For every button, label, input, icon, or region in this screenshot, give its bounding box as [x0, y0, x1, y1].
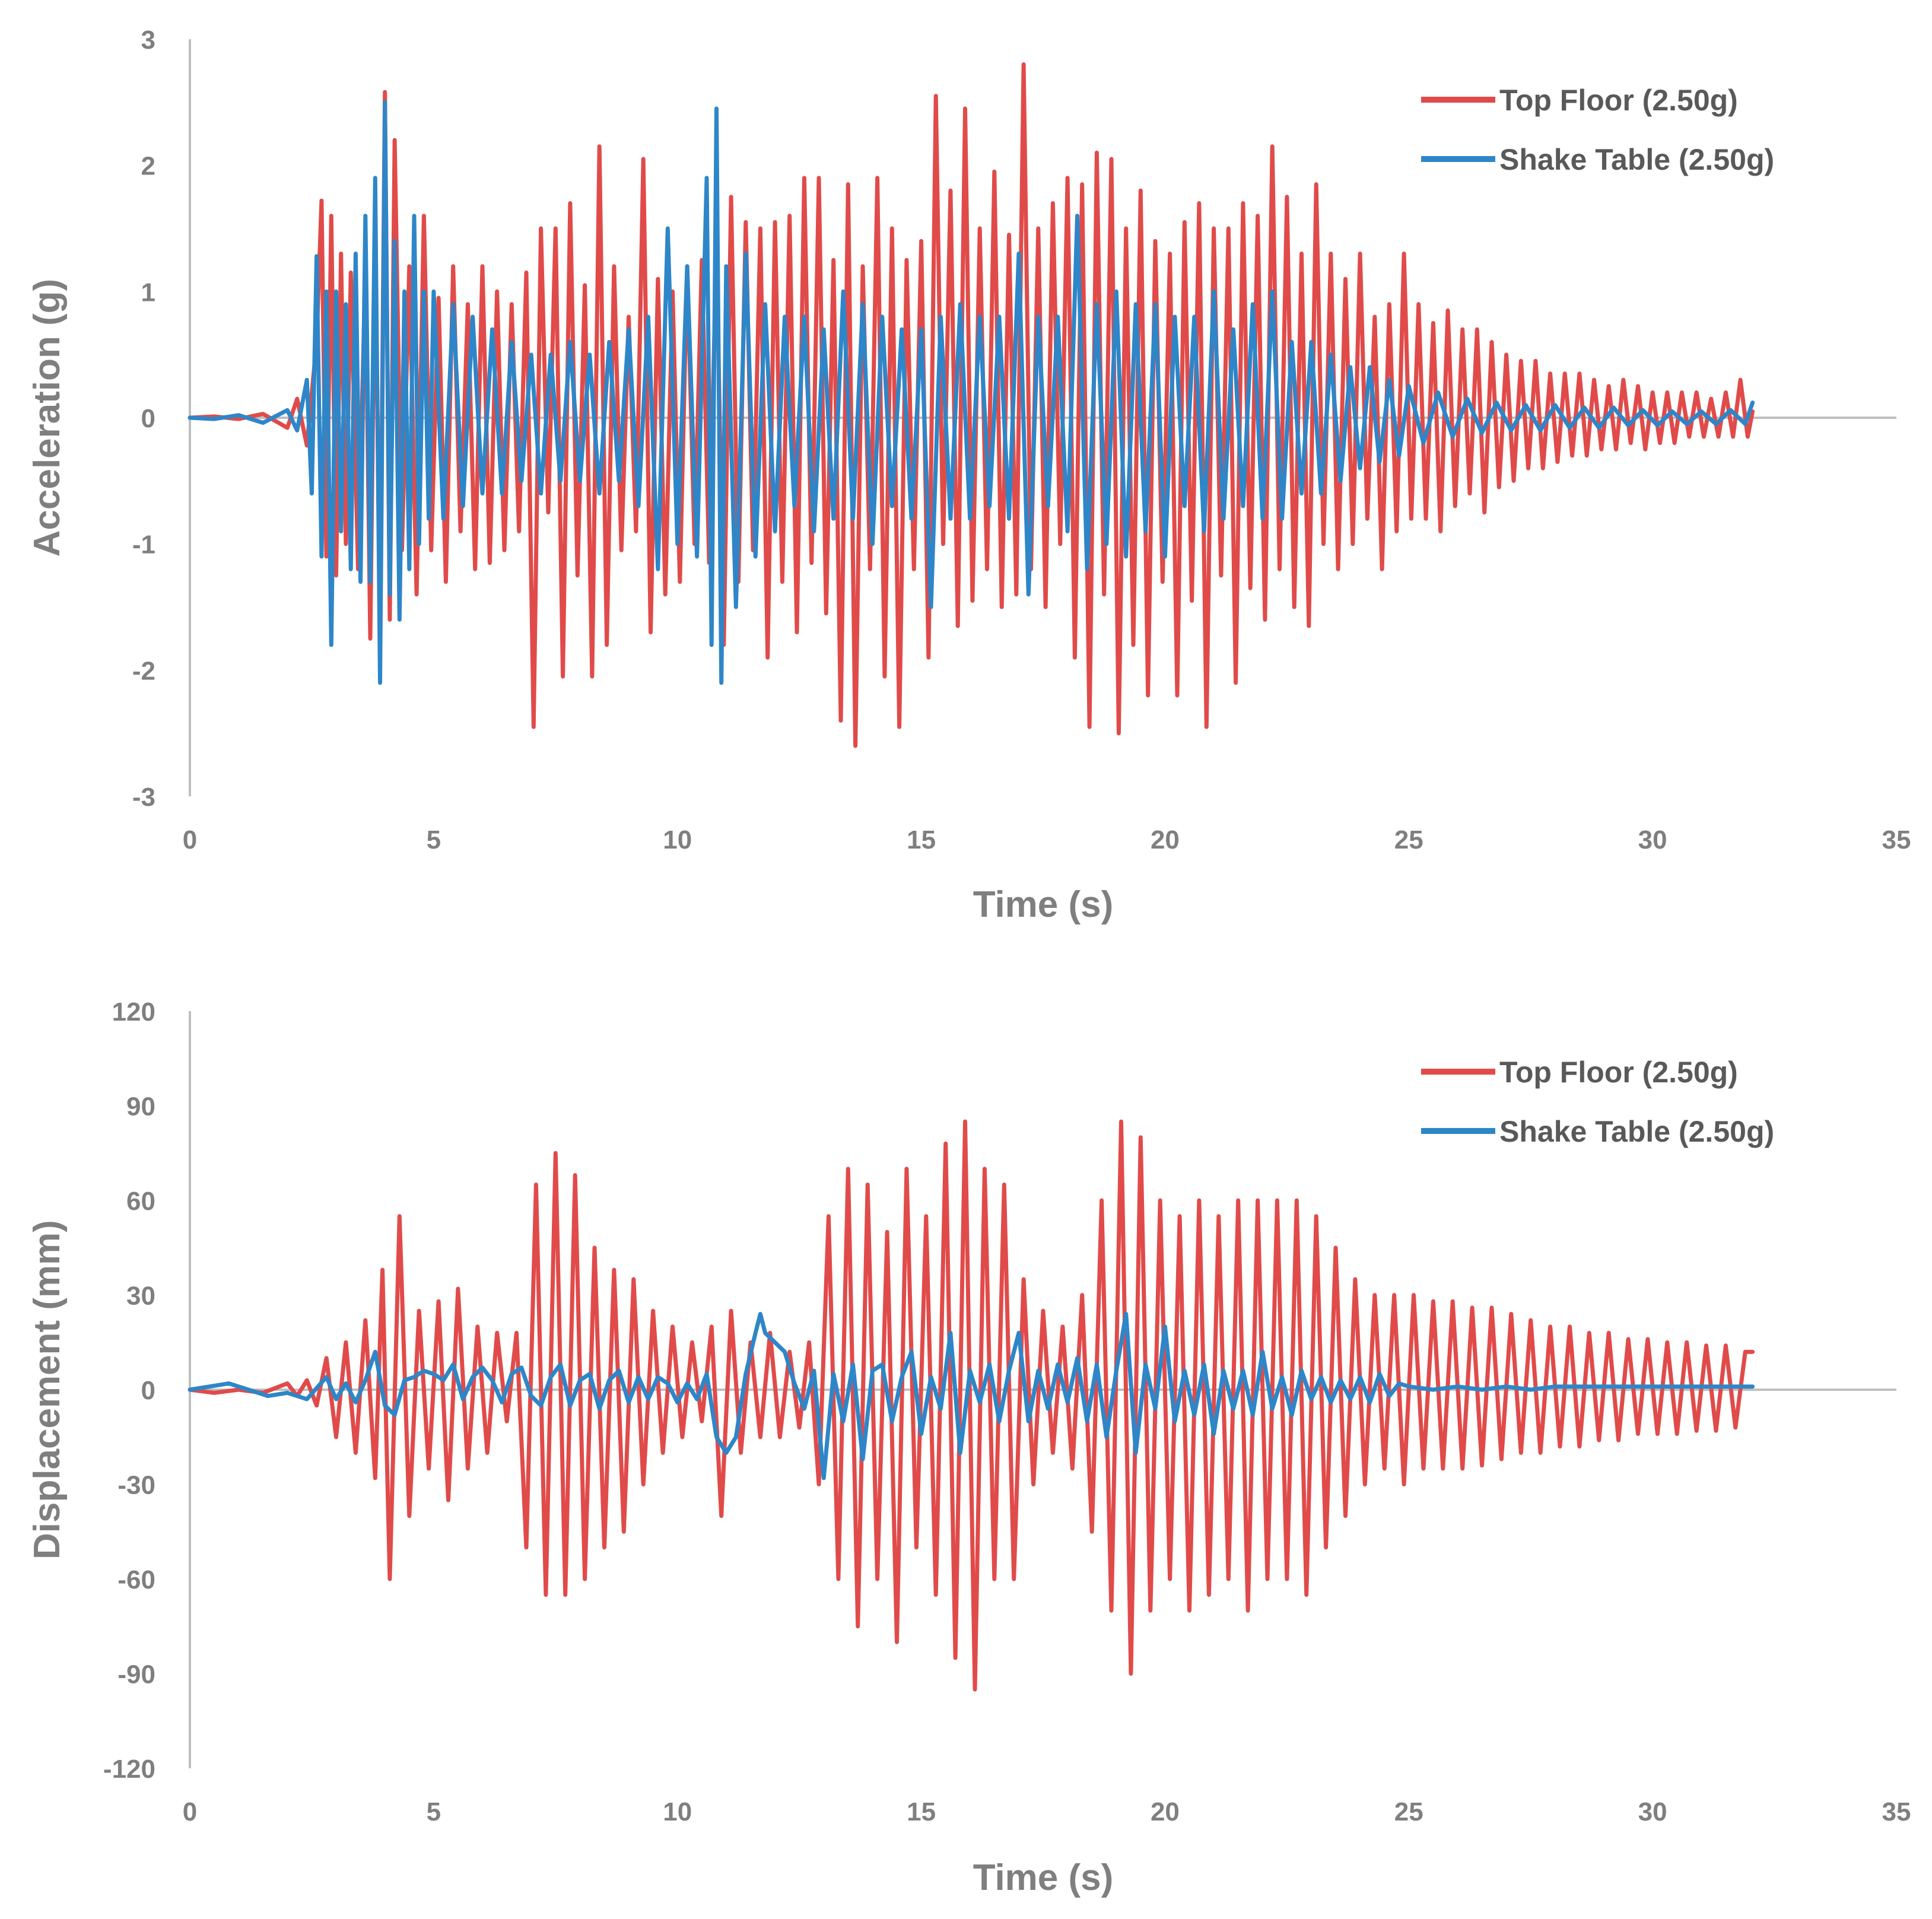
x-tick-label: 35 — [1882, 1797, 1911, 1826]
x-tick-label: 5 — [427, 825, 441, 854]
y-tick-label: -120 — [103, 1755, 155, 1784]
y-tick-label: -90 — [117, 1660, 155, 1689]
displacement-x-tick-labels: 0 5 10 15 20 25 30 35 — [183, 1797, 1911, 1826]
x-tick-label: 10 — [663, 825, 692, 854]
acceleration-x-axis-title: Time (s) — [973, 884, 1114, 925]
x-tick-label: 25 — [1394, 1797, 1423, 1826]
y-tick-label: 90 — [126, 1092, 155, 1121]
y-tick-label: -2 — [132, 656, 155, 685]
legend-label-shake-table: Shake Table (2.50g) — [1499, 1115, 1774, 1148]
acceleration-legend: Top Floor (2.50g) Shake Table (2.50g) — [1421, 84, 1774, 176]
displacement-y-axis-title: Displacement (mm) — [27, 1220, 68, 1559]
legend-label-top-floor: Top Floor (2.50g) — [1499, 1056, 1738, 1089]
acceleration-y-tick-labels: 3 2 1 0 -1 -2 -3 — [132, 26, 155, 812]
y-tick-label: 3 — [141, 26, 155, 55]
legend-label-top-floor: Top Floor (2.50g) — [1499, 84, 1738, 117]
x-tick-label: 20 — [1151, 825, 1180, 854]
y-tick-label: 2 — [141, 152, 155, 181]
y-tick-label: -30 — [117, 1471, 155, 1500]
x-tick-label: 15 — [907, 825, 936, 854]
acceleration-y-axis-title: Acceleration (g) — [27, 279, 68, 557]
y-tick-label: -1 — [132, 530, 155, 560]
legend-label-shake-table: Shake Table (2.50g) — [1499, 143, 1774, 176]
displacement-x-axis-title: Time (s) — [973, 1857, 1114, 1898]
y-tick-label: 120 — [112, 997, 155, 1027]
series-line-shake-table — [188, 100, 1755, 685]
x-tick-label: 10 — [663, 1797, 692, 1826]
y-tick-label: 0 — [141, 404, 155, 433]
x-tick-label: 0 — [183, 1797, 197, 1826]
displacement-series — [188, 1119, 1755, 1692]
y-tick-label: -60 — [117, 1565, 155, 1594]
x-tick-label: 30 — [1638, 1797, 1667, 1826]
acceleration-x-tick-labels: 0 5 10 15 20 25 30 35 — [183, 825, 1911, 854]
x-tick-label: 35 — [1882, 825, 1911, 854]
x-tick-label: 30 — [1638, 825, 1667, 854]
x-tick-label: 15 — [907, 1797, 936, 1826]
series-line-shake-table — [188, 1311, 1755, 1480]
x-tick-label: 25 — [1394, 825, 1423, 854]
y-tick-label: 60 — [126, 1187, 155, 1216]
x-tick-label: 5 — [427, 1797, 441, 1826]
series-line-top-floor — [188, 62, 1755, 748]
displacement-legend: Top Floor (2.50g) Shake Table (2.50g) — [1421, 1056, 1774, 1148]
y-tick-label: -3 — [132, 783, 155, 812]
series-line-top-floor — [188, 1119, 1755, 1692]
y-tick-label: 30 — [126, 1282, 155, 1311]
x-tick-label: 20 — [1151, 1797, 1180, 1826]
x-tick-label: 0 — [183, 825, 197, 854]
y-tick-label: 1 — [141, 278, 155, 307]
y-tick-label: 0 — [141, 1376, 155, 1405]
displacement-y-tick-labels: 120 90 60 30 0 -30 -60 -90 -120 — [103, 997, 155, 1784]
acceleration-series — [188, 62, 1755, 748]
displacement-chart: 120 90 60 30 0 -30 -60 -90 -120 0 5 10 15 20 25 30 35 T… — [27, 997, 1911, 1898]
